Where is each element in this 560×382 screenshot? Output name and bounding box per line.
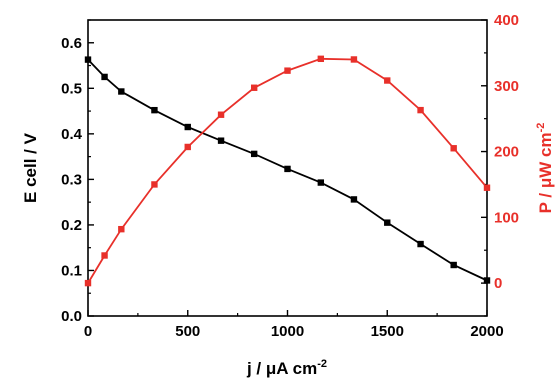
- voltage-data-point: [184, 123, 191, 131]
- power-data-point: [417, 106, 424, 114]
- x-tick-label: 1500: [371, 323, 404, 340]
- y-left-tick-label: 0.2: [61, 217, 82, 234]
- y-right-axis-title-main: P / μW cm: [536, 132, 555, 213]
- voltage-data-point: [417, 240, 424, 248]
- voltage-data-point: [450, 261, 457, 269]
- voltage-data-point: [118, 88, 125, 95]
- power-data-point: [101, 252, 108, 259]
- power-data-point: [250, 84, 258, 91]
- power-data-point: [483, 184, 491, 191]
- voltage-data-point: [384, 219, 391, 226]
- y-right-axis-title: P / μW cm-2: [535, 123, 555, 214]
- voltage-data-point: [101, 73, 108, 81]
- voltage-data-point: [284, 165, 291, 173]
- ticks-layer: 0 500 1000 1500 2000 0.0 0.1 0.2 0.3 0.4 0.5 0.6 0 10…: [61, 12, 519, 340]
- power-series-line: [87, 57, 488, 284]
- x-tick-label: 2000: [470, 323, 503, 340]
- power-data-point: [317, 55, 325, 63]
- x-axis-title-sup: -2: [317, 358, 327, 370]
- power-data-point: [118, 225, 125, 233]
- power-data-point: [217, 111, 225, 118]
- power-data-point: [450, 145, 457, 152]
- power-data-point: [84, 279, 92, 287]
- y-left-tick-label: 0.5: [61, 80, 82, 97]
- voltage-data-point: [151, 106, 158, 114]
- power-data-point: [384, 77, 391, 84]
- series-layer: [84, 55, 491, 287]
- y-left-tick-label: 0.6: [61, 35, 82, 52]
- y-left-tick-label: 0.4: [61, 126, 83, 143]
- y-left-tick-label: 0.0: [61, 308, 82, 325]
- y-left-tick-label: 0.1: [61, 262, 82, 279]
- y-right-tick-label: 400: [494, 12, 519, 29]
- power-data-point: [184, 143, 191, 151]
- power-data-point: [284, 67, 291, 74]
- voltage-data-point: [217, 137, 225, 144]
- y-right-axis-title-sup: -2: [535, 123, 547, 133]
- y-right-tick-label: 200: [494, 144, 519, 161]
- x-axis-title-main: j / μA cm: [246, 359, 317, 378]
- voltage-data-point: [483, 277, 491, 284]
- voltage-data-point: [250, 150, 258, 158]
- voltage-data-point: [350, 196, 358, 203]
- x-tick-label: 0: [84, 323, 92, 340]
- y-left-tick-label: 0.3: [61, 171, 82, 188]
- y-right-tick-label: 100: [494, 209, 519, 226]
- x-axis-title: j / μA cm-2: [246, 358, 327, 378]
- y-right-tick-label: 0: [494, 275, 502, 292]
- voltage-data-point: [317, 179, 325, 186]
- y-right-tick-label: 300: [494, 78, 519, 95]
- voltage-series-line: [87, 58, 488, 282]
- y-left-axis-title: E cell / V: [21, 132, 40, 203]
- power-data-point: [350, 56, 358, 63]
- voltage-data-point: [84, 56, 92, 63]
- power-data-point: [151, 181, 158, 188]
- x-tick-label: 1000: [271, 323, 304, 340]
- x-tick-label: 500: [175, 323, 200, 340]
